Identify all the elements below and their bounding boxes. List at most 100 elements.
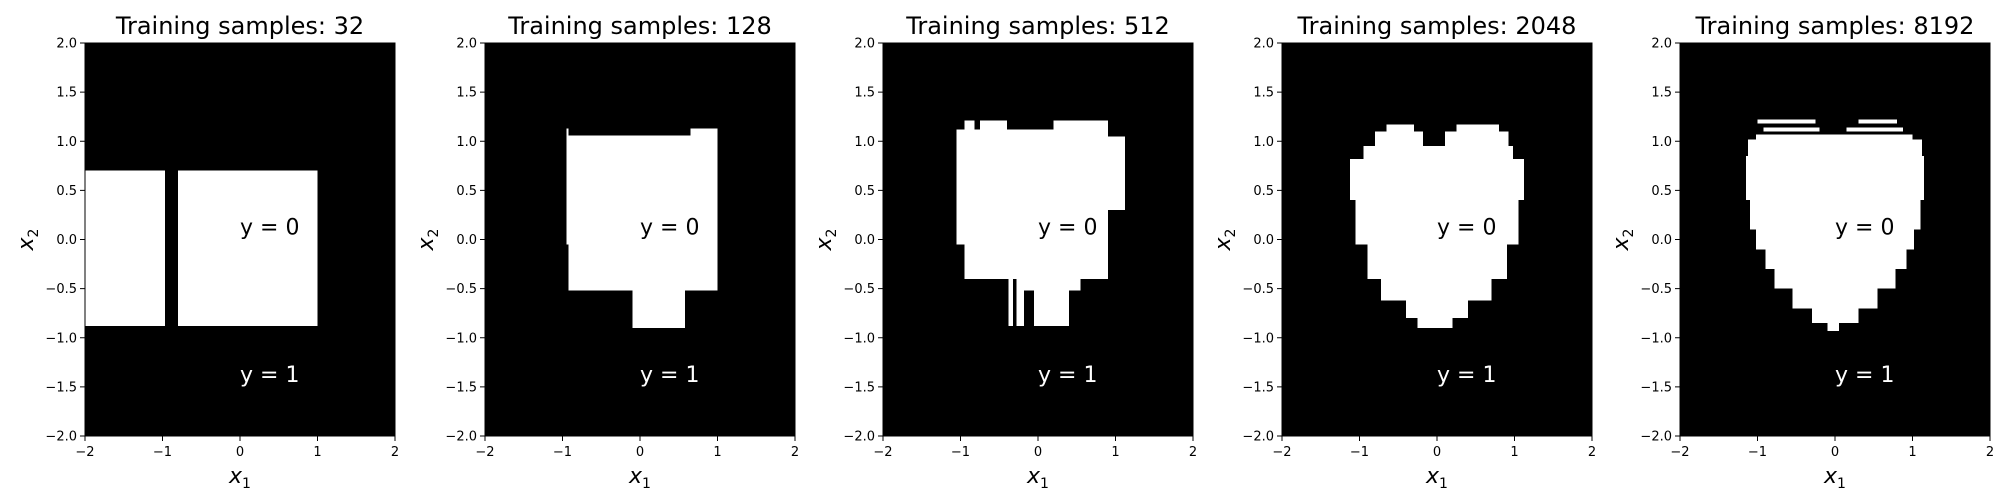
y-tick-label: 0.5 — [1651, 184, 1672, 199]
y-tick-label: 0.0 — [56, 233, 77, 248]
annotation-y1: y = 1 — [240, 363, 299, 388]
decision-region-cell — [1745, 155, 1925, 201]
decision-region-cell — [1107, 136, 1125, 211]
y-tick-label: 0.0 — [456, 233, 477, 248]
decision-region-cell — [1053, 120, 1108, 130]
y-tick-label: −1.5 — [445, 380, 477, 395]
annotation-y1: y = 1 — [640, 363, 699, 388]
decision-region-cell — [1456, 124, 1499, 132]
decision-region-cell — [1363, 146, 1513, 159]
decision-region-cell — [1811, 308, 1859, 324]
decision-region-cell — [956, 129, 1108, 245]
decision-region-cell — [1444, 131, 1509, 147]
y-tick-label: −1.0 — [1242, 331, 1274, 346]
y-axis-label: x2 — [14, 229, 42, 252]
y-tick-label: 0.5 — [854, 184, 875, 199]
decision-region-cell — [566, 128, 569, 245]
y-tick-label: 1.0 — [456, 135, 477, 150]
decision-region-cell — [1406, 300, 1468, 319]
x-tick-label: 2 — [1189, 445, 1197, 460]
decision-region-cell — [1016, 290, 1025, 326]
x-tick-label: −1 — [153, 445, 172, 460]
x-tick-label: 0 — [636, 445, 644, 460]
decision-region-cell — [1792, 288, 1878, 309]
decision-region-cell — [1350, 158, 1524, 201]
decision-region-cell — [1858, 119, 1897, 124]
y-tick-label: 0.5 — [56, 184, 77, 199]
subplot-5: Training samples: 8192 −2 −1 0 1 2 −2.0 −1.5 −1.… — [1609, 12, 1994, 492]
subplot-title: Training samples: 512 — [905, 12, 1170, 40]
subplot-title: Training samples: 32 — [115, 12, 364, 40]
decision-region-cell — [568, 135, 718, 291]
x-axis-label: x1 — [228, 464, 251, 492]
x-tick-label: 1 — [1908, 445, 1916, 460]
decision-region-cell — [178, 170, 318, 326]
x-tick-label: −2 — [1670, 445, 1689, 460]
y-tick-label: −1.0 — [45, 331, 77, 346]
decision-region-cell — [964, 244, 1108, 279]
x-tick-label: 1 — [313, 445, 321, 460]
annotation-y0: y = 0 — [1437, 216, 1496, 241]
y-tick-label: −0.5 — [1242, 282, 1274, 297]
y-tick-label: −1.5 — [45, 380, 77, 395]
x-tick-label: 2 — [791, 445, 799, 460]
y-tick-label: 0.0 — [1651, 233, 1672, 248]
y-tick-label: −1.0 — [1640, 331, 1672, 346]
y-tick-label: −0.5 — [445, 282, 477, 297]
x-tick-label: 2 — [391, 445, 399, 460]
annotation-y0: y = 0 — [640, 216, 699, 241]
y-tick-label: −0.5 — [843, 282, 875, 297]
annotation-y0: y = 0 — [1835, 216, 1894, 241]
decision-region-cell — [1765, 249, 1907, 269]
x-tick-label: 1 — [713, 445, 721, 460]
subplot-title: Training samples: 8192 — [1695, 12, 1975, 40]
x-tick-label: −1 — [951, 445, 970, 460]
x-tick-label: −1 — [1350, 445, 1369, 460]
x-tick-label: 2 — [1986, 445, 1994, 460]
y-tick-label: 2.0 — [56, 37, 77, 52]
x-axis-label: x1 — [1425, 464, 1448, 492]
decision-region-cell — [979, 120, 1007, 130]
annotation-y1: y = 1 — [1038, 363, 1097, 388]
subplot-4: Training samples: 2048 −2 −1 0 1 2 −2.0 −1.5 −1.… — [1211, 12, 1596, 492]
y-tick-label: 0.0 — [854, 233, 875, 248]
x-tick-label: −1 — [553, 445, 572, 460]
decision-region-cell — [964, 120, 975, 130]
y-tick-label: −2.0 — [843, 430, 875, 445]
x-tick-label: 1 — [1510, 445, 1518, 460]
subplot-2: Training samples: 128 −2 −1 0 1 2 −2.0 −1.5 −1.0… — [414, 12, 799, 492]
x-axis-label: x1 — [1823, 464, 1846, 492]
y-axis-label: x2 — [1211, 229, 1239, 252]
y-tick-label: −1.5 — [1242, 380, 1274, 395]
y-tick-label: 1.0 — [1651, 135, 1672, 150]
y-tick-label: −0.5 — [45, 282, 77, 297]
decision-region-cell — [1755, 134, 1913, 140]
decision-region-cell — [1755, 229, 1915, 250]
subplot-title: Training samples: 128 — [507, 12, 772, 40]
decision-region-cell — [632, 290, 685, 328]
y-tick-label: 0.0 — [1253, 233, 1274, 248]
decision-region-cell — [1846, 127, 1904, 132]
decision-region-cell — [1774, 268, 1896, 289]
y-axis-label: x2 — [414, 229, 442, 252]
decision-region-cell — [1008, 278, 1014, 326]
decision-region-cell — [1375, 131, 1424, 147]
x-tick-label: −2 — [75, 445, 94, 460]
y-tick-label: 1.5 — [1651, 86, 1672, 101]
x-tick-label: 0 — [1433, 445, 1441, 460]
decision-region-cell — [1757, 119, 1816, 124]
y-tick-label: −1.5 — [843, 380, 875, 395]
y-tick-label: −1.5 — [1640, 380, 1672, 395]
x-tick-label: 0 — [1034, 445, 1042, 460]
subplot-title: Training samples: 2048 — [1297, 12, 1577, 40]
decision-region-cell — [1034, 290, 1069, 326]
y-tick-label: 0.5 — [1253, 184, 1274, 199]
y-tick-label: 0.5 — [456, 184, 477, 199]
y-tick-label: −2.0 — [1640, 430, 1672, 445]
decision-region-cell — [1748, 139, 1922, 156]
x-axis-label: x1 — [628, 464, 651, 492]
subplot-1: Training samples: 32 −2 −1 0 1 2 −2.0 −1.5 −1.0 −… — [14, 12, 399, 492]
decision-region-cell — [690, 128, 718, 136]
y-tick-label: 1.5 — [1253, 86, 1274, 101]
y-tick-label: 2.0 — [456, 37, 477, 52]
